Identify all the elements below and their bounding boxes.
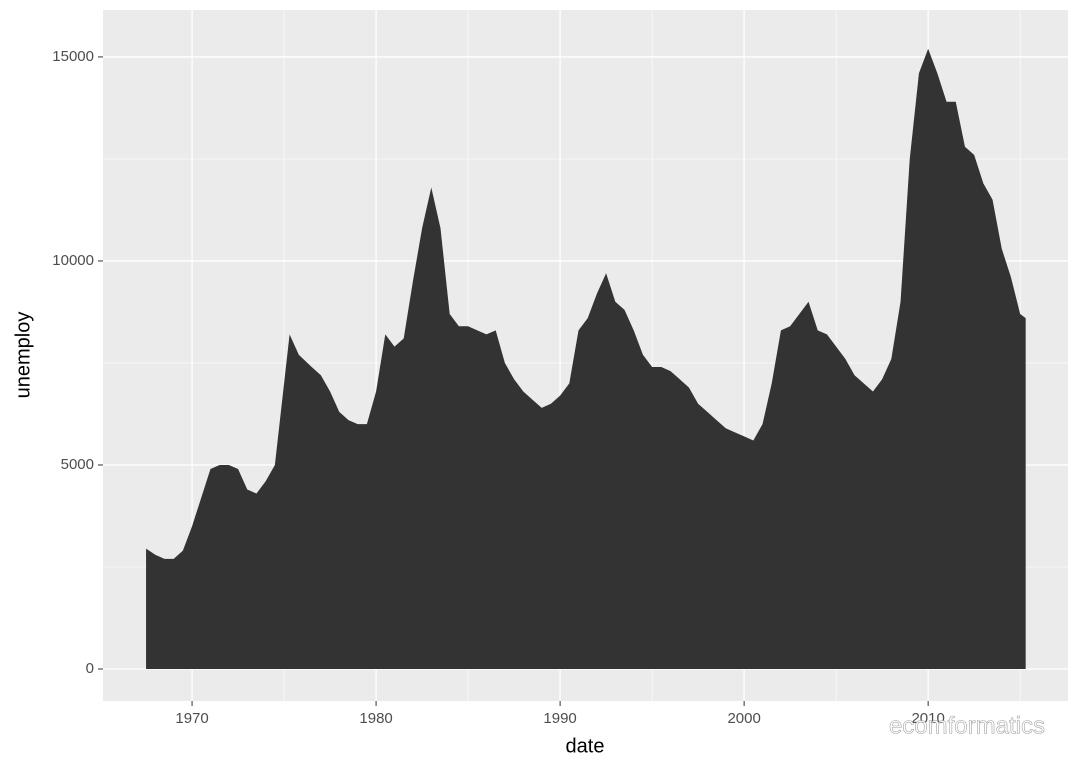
- x-tick-label: 1970: [175, 710, 208, 727]
- x-tick-label: 2000: [727, 710, 760, 727]
- watermark: ecomformatics: [889, 712, 1045, 739]
- area: [146, 48, 1026, 670]
- y-tick-label: 5000: [61, 456, 94, 473]
- y-axis-title: unemploy: [12, 312, 34, 399]
- y-tick-label: 0: [86, 660, 94, 677]
- y-tick-label: 15000: [52, 48, 94, 65]
- x-tick-label: 1980: [359, 710, 392, 727]
- x-axis-title: date: [566, 735, 605, 757]
- x-tick-label: 1990: [543, 710, 576, 727]
- x-tick-label: 2010: [911, 710, 944, 727]
- y-tick-label: 10000: [52, 252, 94, 269]
